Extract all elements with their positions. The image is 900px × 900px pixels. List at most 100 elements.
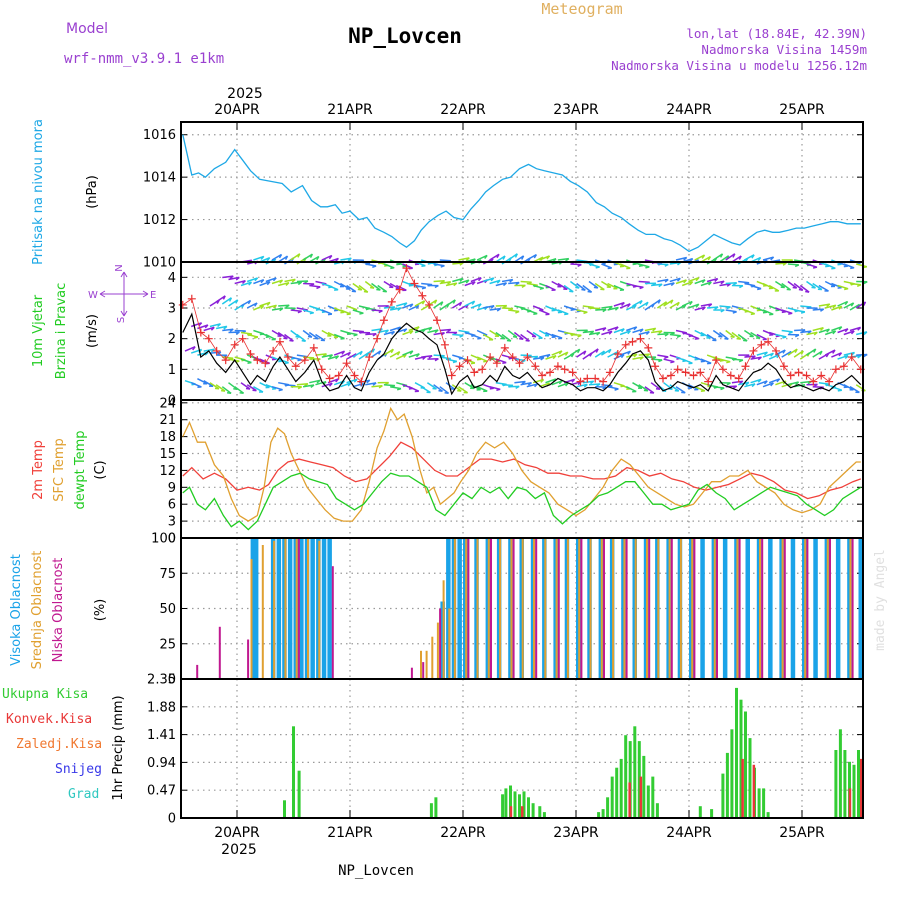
- wind-arrow-head: [732, 253, 736, 258]
- wind-gust-marker: [636, 334, 645, 343]
- wind-arrow-head: [832, 330, 837, 335]
- wind-arrow-head: [307, 335, 313, 338]
- wind-arrow: [694, 306, 706, 311]
- wind-arrow-head: [683, 279, 687, 284]
- wind-arrow: [309, 284, 321, 288]
- wind-arrow-head: [327, 313, 332, 316]
- wind-gust-marker: [300, 356, 309, 365]
- wind-arrow-head: [627, 303, 631, 308]
- wind-arrow: [259, 301, 271, 307]
- cloud-bar: [436, 622, 439, 679]
- wind-arrow-head: [297, 310, 302, 314]
- wind-arrow-head: [546, 354, 551, 358]
- wind-arrow-head: [701, 306, 706, 311]
- wind-arrow-head: [826, 328, 830, 333]
- wind-arrow: [315, 280, 327, 285]
- cloud-bar: [851, 538, 854, 679]
- wind-arrow: [228, 276, 240, 281]
- wind-arrow: [545, 354, 557, 360]
- wind-arrow: [451, 301, 462, 309]
- wind-arrow-head: [539, 287, 544, 290]
- wind-arrow-head: [428, 355, 433, 359]
- wind-arrow: [414, 300, 425, 307]
- wind-gust-marker: [757, 340, 766, 349]
- wind-arrow-head: [732, 311, 737, 314]
- precip-bar: [646, 785, 650, 818]
- wind-arrow-head: [577, 263, 582, 267]
- wind-arrow: [352, 282, 363, 291]
- wind-arrow: [576, 282, 586, 291]
- wind-arrow: [557, 257, 569, 261]
- wind-arrow: [626, 326, 637, 332]
- wind-gust-marker: [221, 356, 230, 365]
- wind-arrow-head: [266, 257, 271, 262]
- series-line: [182, 406, 861, 522]
- cloud-bar: [722, 538, 728, 679]
- wind-arrow: [700, 281, 712, 287]
- wind-arrow: [650, 299, 661, 307]
- wind-arrow: [303, 282, 315, 285]
- wind-arrow-head: [724, 337, 729, 340]
- wind-arrow: [843, 351, 855, 356]
- wind-arrow-head: [310, 384, 315, 388]
- wind-arrow: [557, 309, 569, 315]
- wind-arrow-head: [239, 391, 244, 394]
- wind-arrow: [526, 383, 538, 388]
- wind-arrow: [532, 305, 544, 311]
- wind-arrow: [545, 284, 556, 291]
- wind-gust-marker: [681, 368, 690, 377]
- wind-arrow: [433, 384, 443, 392]
- page-title: NP_Lovcen: [348, 24, 462, 48]
- y-tick-label: 1.88: [147, 700, 176, 715]
- wind-arrow-head: [782, 349, 786, 354]
- wind-arrow-head: [278, 254, 283, 259]
- wind-arrow-head: [376, 288, 381, 291]
- wind-arrow-head: [751, 254, 755, 259]
- cloud-bar: [625, 538, 628, 679]
- wind-arrow-head: [564, 313, 569, 316]
- wind-arrow: [408, 353, 420, 358]
- wind-gust-marker: [847, 353, 856, 362]
- wind-arrow: [495, 282, 507, 287]
- wind-arrow: [246, 277, 258, 283]
- wind-arrow-head: [645, 301, 649, 307]
- wind-arrow: [707, 306, 719, 309]
- wind-arrow-head: [736, 337, 741, 340]
- wind-arrow-head: [272, 387, 277, 390]
- wind-arrow-head: [496, 388, 501, 392]
- wind-arrow-head: [708, 281, 712, 286]
- wind-arrow-head: [415, 353, 420, 358]
- cloud-bar: [761, 538, 764, 679]
- wind-arrow: [234, 279, 246, 285]
- precip-bar: [762, 788, 766, 818]
- wind-arrow: [719, 255, 730, 263]
- wind-arrow: [644, 327, 656, 332]
- wind-arrow: [669, 301, 680, 309]
- wind-arrow-head: [695, 277, 700, 282]
- wind-arrow-head: [596, 332, 601, 336]
- wind-gust-marker: [741, 362, 750, 371]
- wind-arrow-head: [378, 350, 382, 355]
- wind-arrow: [725, 329, 735, 338]
- wind-arrow-head: [284, 361, 289, 365]
- wind-arrow-head: [718, 335, 723, 338]
- wind-arrow: [719, 305, 731, 308]
- wind-arrow-head: [633, 353, 638, 358]
- footer-station: NP_Lovcen: [338, 863, 414, 879]
- wind-arrow: [557, 382, 569, 388]
- cloud-bar: [457, 538, 462, 679]
- precip-bar: [739, 699, 743, 818]
- wind-arrow-head: [335, 257, 339, 262]
- wind-arrow: [221, 297, 232, 305]
- wind-arrow-head: [328, 255, 333, 260]
- cloud-bar: [307, 538, 309, 679]
- wind-arrow: [744, 383, 756, 388]
- wind-arrow-head: [471, 281, 476, 286]
- wind-arrow-head: [295, 335, 300, 338]
- wind-arrow-head: [798, 288, 803, 291]
- wind-arrow-head: [743, 339, 748, 342]
- wind-compass: N W E S: [88, 264, 156, 323]
- wind-arrow-head: [788, 312, 793, 315]
- wind-gust-marker: [261, 359, 270, 368]
- wind-gust-marker: [470, 368, 479, 377]
